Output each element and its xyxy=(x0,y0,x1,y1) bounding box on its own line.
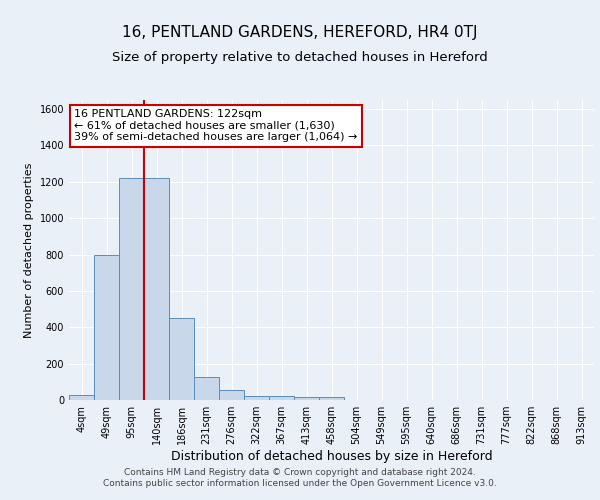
Bar xyxy=(144,178,169,400)
Text: Size of property relative to detached houses in Hereford: Size of property relative to detached ho… xyxy=(112,51,488,64)
Bar xyxy=(69,396,94,400)
Bar xyxy=(194,378,219,400)
X-axis label: Distribution of detached houses by size in Hereford: Distribution of detached houses by size … xyxy=(170,450,493,463)
Bar xyxy=(169,318,194,400)
Bar xyxy=(269,396,294,400)
Y-axis label: Number of detached properties: Number of detached properties xyxy=(24,162,34,338)
Bar xyxy=(294,398,319,400)
Text: Contains HM Land Registry data © Crown copyright and database right 2024.
Contai: Contains HM Land Registry data © Crown c… xyxy=(103,468,497,487)
Bar xyxy=(244,396,269,400)
Text: 16 PENTLAND GARDENS: 122sqm
← 61% of detached houses are smaller (1,630)
39% of : 16 PENTLAND GARDENS: 122sqm ← 61% of det… xyxy=(74,109,358,142)
Bar xyxy=(319,398,344,400)
Text: 16, PENTLAND GARDENS, HEREFORD, HR4 0TJ: 16, PENTLAND GARDENS, HEREFORD, HR4 0TJ xyxy=(122,25,478,40)
Bar xyxy=(219,390,244,400)
Bar xyxy=(119,178,144,400)
Bar xyxy=(94,254,119,400)
